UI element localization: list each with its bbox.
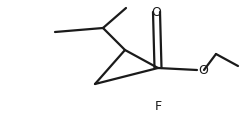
Text: O: O — [151, 6, 161, 19]
Text: F: F — [154, 100, 162, 113]
Text: O: O — [198, 64, 208, 76]
